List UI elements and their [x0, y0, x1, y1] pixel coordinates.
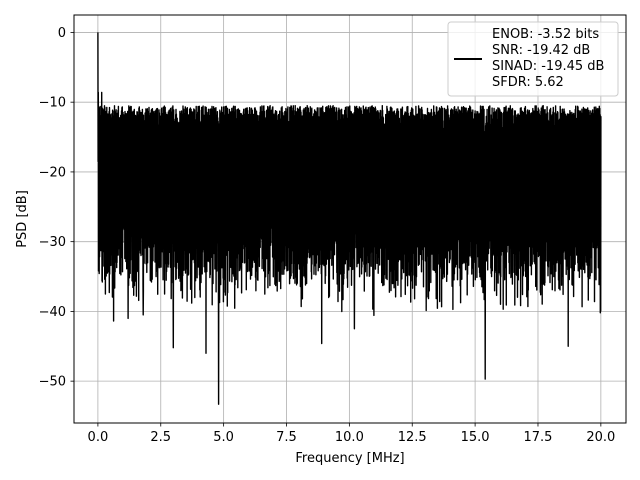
- series-layer: [97, 32, 602, 405]
- y-tick-label: −50: [39, 375, 66, 390]
- x-tick-label: 12.5: [398, 430, 427, 445]
- legend-box: [447, 21, 619, 97]
- x-tick-label: 20.0: [586, 430, 615, 445]
- y-tick-label: −30: [39, 235, 66, 250]
- legend-enob: ENOB: -3.52 bits: [492, 27, 599, 42]
- x-axis: 0.0 2.5 5.0 7.5 10.0 12.5 15.0 17.5 20.0: [88, 423, 615, 445]
- x-tick-label: 10.0: [335, 430, 364, 445]
- y-axis: 0 −10 −20 −30 −40 −50: [39, 26, 74, 390]
- y-tick-label: 0: [58, 26, 66, 41]
- axes-frame: [73, 14, 627, 424]
- psd-series-line: [97, 32, 602, 405]
- legend-snr: SNR: -19.42 dB: [492, 43, 590, 58]
- x-axis-label: Frequency [MHz]: [295, 451, 404, 466]
- legend-sinad: SINAD: -19.45 dB: [492, 59, 604, 74]
- legend: ENOB: -3.52 bits SNR: -19.42 dB SINAD: -…: [447, 21, 619, 97]
- y-axis-label: PSD [dB]: [15, 190, 30, 248]
- x-tick-label: 0.0: [88, 430, 109, 445]
- x-tick-label: 7.5: [276, 430, 297, 445]
- legend-sfdr: SFDR: 5.62: [492, 75, 564, 90]
- x-tick-label: 2.5: [150, 430, 171, 445]
- y-tick-label: −40: [39, 305, 66, 320]
- y-tick-label: −20: [39, 165, 66, 180]
- y-tick-label: −10: [39, 96, 66, 111]
- x-tick-label: 17.5: [524, 430, 553, 445]
- x-tick-label: 15.0: [461, 430, 490, 445]
- x-tick-label: 5.0: [213, 430, 234, 445]
